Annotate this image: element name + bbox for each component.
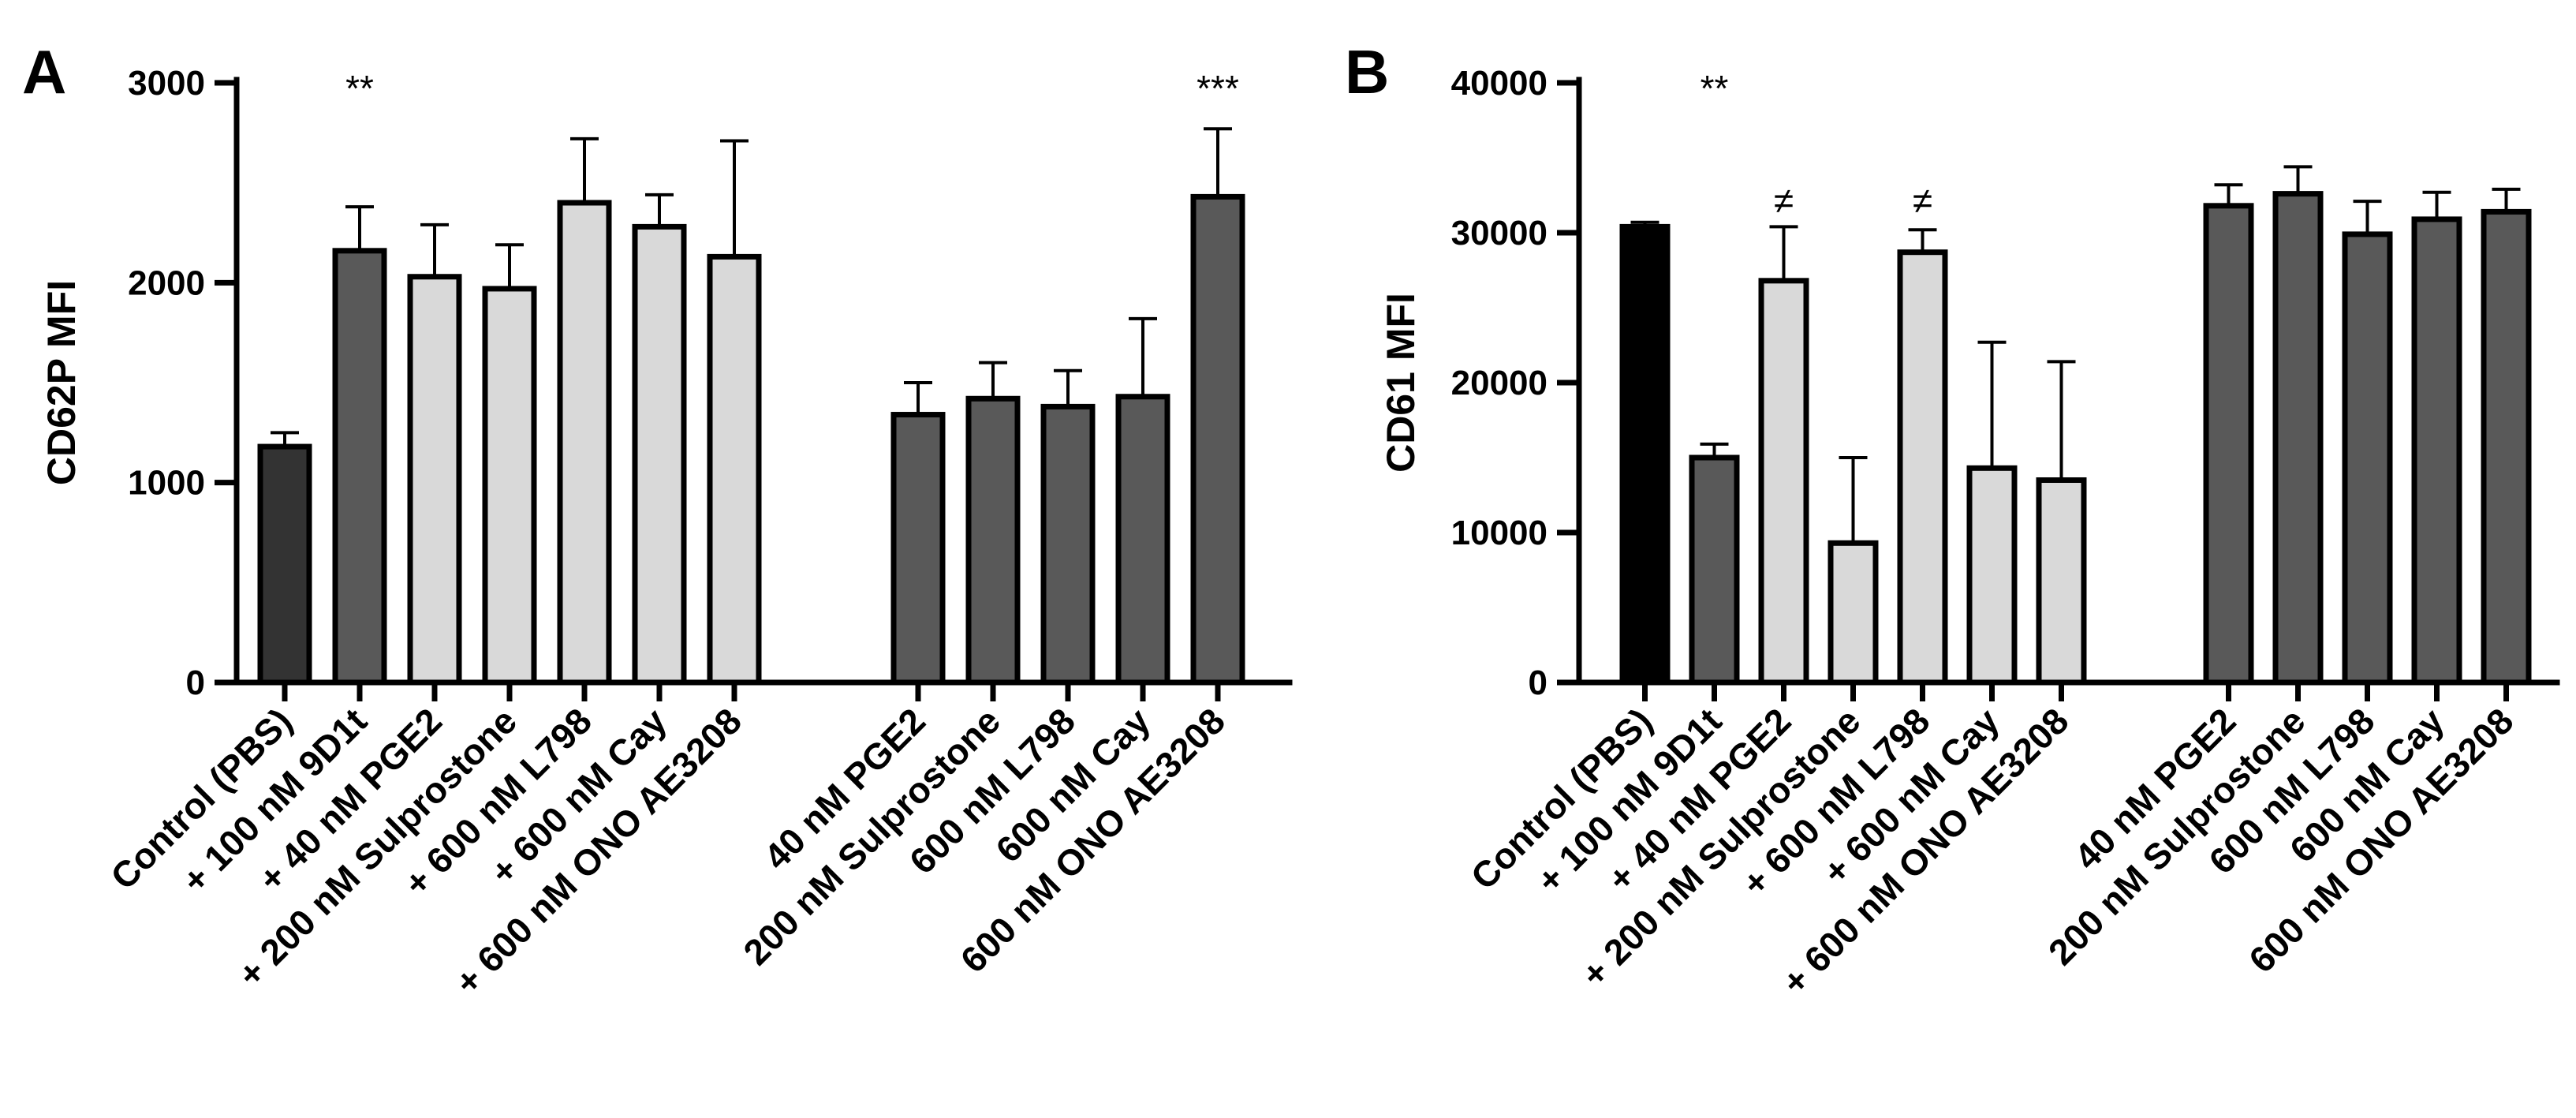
panel-letter-a: A bbox=[22, 37, 66, 107]
chart0-y-tick-label: 3000 bbox=[128, 64, 205, 103]
chart0-significance-label: *** bbox=[1197, 68, 1239, 109]
chart0-bar bbox=[632, 223, 687, 686]
chart0-bar bbox=[1190, 193, 1245, 686]
chart1-y-tick-label: 0 bbox=[1529, 664, 1547, 702]
chart1-bar bbox=[2411, 216, 2462, 686]
chart1-bar bbox=[2342, 231, 2393, 686]
chart0-bar bbox=[332, 248, 387, 686]
chart0-bar bbox=[1040, 403, 1096, 686]
chart0-bar bbox=[557, 200, 612, 686]
chart1-y-tick-label: 20000 bbox=[1451, 364, 1547, 402]
chart1-significance-label: ≠ bbox=[1913, 180, 1932, 221]
chart0-bar bbox=[890, 412, 946, 686]
chart0-y-tick-label: 0 bbox=[186, 664, 205, 702]
chart0-bar bbox=[482, 286, 537, 686]
chart0-significance-label: ** bbox=[345, 68, 374, 109]
chart1-y-tick-label: 10000 bbox=[1451, 514, 1547, 552]
chart0-y-tick-label: 2000 bbox=[128, 264, 205, 302]
chart1-bar bbox=[1897, 249, 1948, 686]
chart0-bar bbox=[707, 253, 762, 686]
chart1-y-tick-label: 40000 bbox=[1451, 64, 1547, 103]
chart0-bar bbox=[1115, 394, 1170, 686]
chart1-bar bbox=[1619, 223, 1671, 686]
chart1-significance-label: ≠ bbox=[1774, 180, 1794, 221]
chart1-bar bbox=[1827, 540, 1879, 686]
chart1-bar bbox=[1966, 465, 2018, 686]
chart1-y-axis-label: CD61 MFI bbox=[1379, 293, 1423, 473]
chart0-bar bbox=[257, 443, 312, 686]
chart1-bar bbox=[2272, 191, 2324, 686]
panel-letter-b: B bbox=[1345, 37, 1389, 107]
chart0-bar bbox=[407, 274, 462, 686]
chart1-y-tick-label: 30000 bbox=[1451, 214, 1547, 252]
chart0-y-tick-label: 1000 bbox=[128, 464, 205, 503]
chart1-bar bbox=[2481, 208, 2532, 686]
chart0-bar bbox=[965, 395, 1021, 686]
chart1-bar bbox=[2203, 203, 2254, 686]
chart1-bar bbox=[1689, 454, 1740, 686]
chart1-significance-label: ** bbox=[1701, 68, 1729, 109]
chart1-bar bbox=[2036, 477, 2087, 686]
chart0-y-axis-label: CD62P MFI bbox=[39, 280, 84, 485]
chart1-bar bbox=[1758, 278, 1809, 686]
